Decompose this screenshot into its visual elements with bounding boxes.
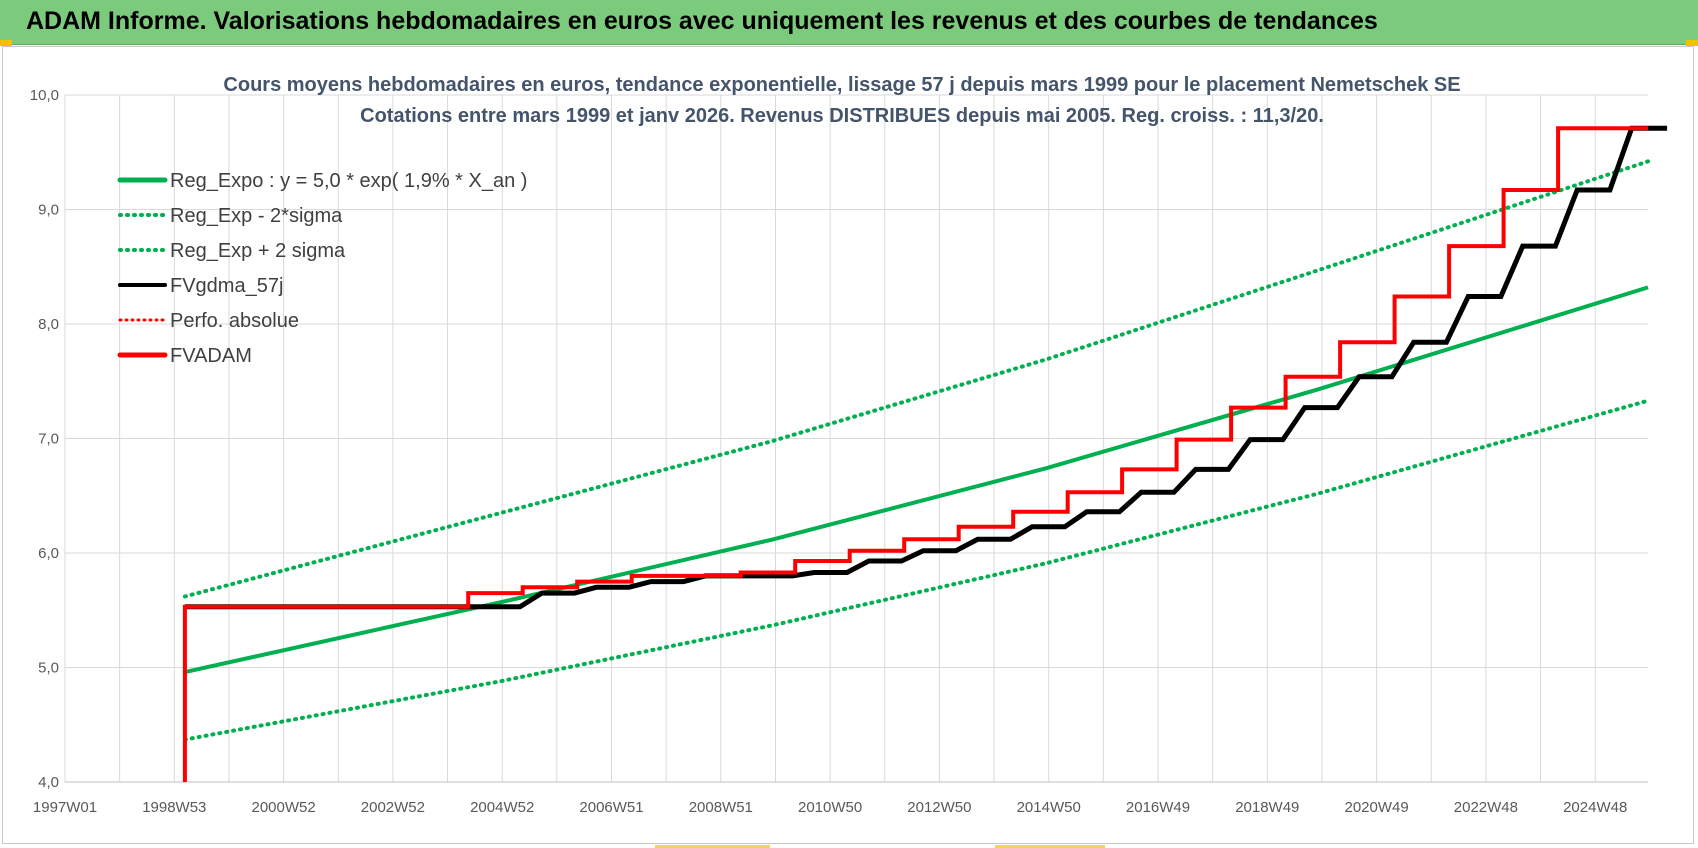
x-tick-label: 2012W50 — [907, 799, 971, 816]
y-tick-label: 6,0 — [38, 545, 59, 562]
corner-mark-right — [1686, 40, 1698, 46]
page-title: ADAM Informe. Valorisations hebdomadaire… — [26, 7, 1378, 35]
legend-perfo-absolue-label: Perfo. absolue — [170, 310, 299, 332]
y-tick-label: 10,0 — [30, 87, 59, 104]
x-tick-label: 2006W51 — [579, 799, 643, 816]
y-tick-label: 8,0 — [38, 316, 59, 333]
y-tick-label: 4,0 — [38, 774, 59, 791]
legend-reg-plus-2sigma-label: Reg_Exp + 2 sigma — [170, 240, 346, 262]
x-tick-label: 1998W53 — [142, 799, 206, 816]
series-lines — [182, 125, 1668, 782]
series-fvadam — [182, 126, 1648, 782]
y-tick-label: 5,0 — [38, 660, 59, 677]
y-tick-label: 7,0 — [38, 431, 59, 448]
x-tick-label: 2002W52 — [361, 799, 425, 816]
corner-mark-left — [0, 40, 12, 46]
x-tick-label: 2020W49 — [1344, 799, 1408, 816]
legend-fvadam-label: FVADAM — [170, 345, 252, 367]
chart-frame — [2, 46, 1694, 844]
bottom-mark-1 — [655, 845, 770, 848]
legend-reg-minus-2sigma-label: Reg_Exp - 2*sigma — [170, 205, 343, 227]
legend-fvgdma-57j-label: FVgdma_57j — [170, 275, 283, 297]
x-tick-label: 2000W52 — [251, 799, 315, 816]
x-tick-label: 2008W51 — [689, 799, 753, 816]
chart-title: Cours moyens hebdomadaires en euros, ten… — [223, 74, 1460, 96]
x-tick-label: 2024W48 — [1563, 799, 1627, 816]
series-reg-minus-2sigma — [182, 398, 1650, 742]
y-axis-labels: 4,0 5,0 6,0 7,0 8,0 9,0 10,0 — [30, 87, 59, 791]
series-fvgdma-57j — [184, 125, 1668, 610]
chart-subtitle: Cotations entre mars 1999 et janv 2026. … — [360, 105, 1324, 127]
x-tick-label: 1997W01 — [33, 799, 97, 816]
series-reg-expo — [184, 285, 1649, 675]
y-tick-label: 9,0 — [38, 202, 59, 219]
x-tick-label: 2010W50 — [798, 799, 862, 816]
legend-reg-expo-label: Reg_Expo : y = 5,0 * exp( 1,9% * X_an ) — [170, 170, 527, 192]
header-banner: ADAM Informe. Valorisations hebdomadaire… — [0, 0, 1698, 45]
x-tick-label: 2018W49 — [1235, 799, 1299, 816]
legend: Reg_Expo : y = 5,0 * exp( 1,9% * X_an ) R… — [117, 170, 527, 367]
bottom-mark-2 — [995, 845, 1105, 848]
series-reg-plus-2sigma — [182, 159, 1650, 599]
x-tick-label: 2016W49 — [1126, 799, 1190, 816]
grid-lines — [64, 94, 1648, 783]
x-tick-label: 2004W52 — [470, 799, 534, 816]
x-tick-label: 2022W48 — [1454, 799, 1518, 816]
x-axis-labels: 1997W01 1998W53 2000W52 2002W52 2004W52 2006W… — [33, 799, 1627, 816]
x-tick-label: 2014W50 — [1017, 799, 1081, 816]
